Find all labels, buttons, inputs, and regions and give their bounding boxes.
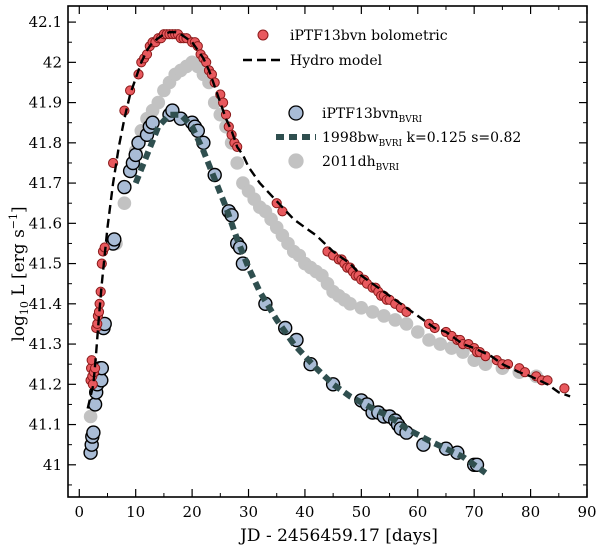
y-tick-label: 42.1 bbox=[29, 13, 62, 31]
sn2011dh-point bbox=[117, 196, 132, 210]
y-tick-label: 42 bbox=[43, 53, 62, 71]
series-hydro-line bbox=[86, 31, 571, 409]
y-tick-label: 41.7 bbox=[29, 174, 62, 192]
series-layer bbox=[83, 29, 571, 476]
x-tick-label: 60 bbox=[408, 503, 427, 521]
bolometric-point bbox=[480, 351, 491, 362]
legend-label: 2011dhBVRI bbox=[322, 154, 399, 173]
legend-label-main: iPTF13bvn bbox=[322, 106, 399, 122]
x-tick-label: 80 bbox=[521, 503, 540, 521]
legend-label-sub: BVRI bbox=[399, 115, 423, 125]
series-sn1998bw-line bbox=[132, 111, 488, 476]
legend-marker-bvri bbox=[288, 105, 304, 121]
y-tick-label: 41.5 bbox=[29, 255, 62, 273]
y-axis-title-mid: L [erg s bbox=[9, 229, 29, 301]
legend-label: 1998bwBVRI k=0.125 s=0.82 bbox=[322, 130, 521, 149]
legend-label-main: Hydro model bbox=[290, 53, 383, 69]
bvri-point bbox=[107, 232, 122, 247]
y-tick-label: 41.4 bbox=[29, 295, 62, 313]
x-tick-label: 10 bbox=[126, 503, 145, 521]
series-bvri bbox=[83, 103, 485, 472]
x-tick-label: 30 bbox=[239, 503, 258, 521]
legend-label-main: iPTF13bvn bolometric bbox=[290, 28, 448, 44]
x-tick-label: 0 bbox=[75, 503, 85, 521]
legend-marker-sn2011dh bbox=[288, 153, 304, 169]
series-bolometric bbox=[85, 29, 570, 394]
legend-label: iPTF13bvnBVRI bbox=[322, 106, 423, 125]
y-tick-label: 41.9 bbox=[29, 94, 62, 112]
legend-entry-sn2011dh: 2011dhBVRI bbox=[288, 153, 399, 173]
y-axis-title-sub: 10 bbox=[18, 301, 31, 315]
legend-label-extra: k=0.125 s=0.82 bbox=[402, 130, 521, 146]
plot-frame bbox=[67, 5, 588, 498]
bvri-point bbox=[86, 425, 101, 440]
legend-entry-hydro: Hydro model bbox=[243, 53, 383, 69]
legend-marker-bolometric bbox=[257, 29, 269, 41]
y-tick-label: 41.6 bbox=[29, 214, 62, 232]
legend-entry-bvri: iPTF13bvnBVRI bbox=[288, 105, 423, 125]
legend-label-main: 2011dh bbox=[322, 154, 376, 170]
legend-entry-bolometric: iPTF13bvn bolometric bbox=[257, 28, 448, 44]
sn2011dh-point bbox=[410, 325, 425, 339]
legend-label: Hydro model bbox=[290, 53, 383, 69]
bolometric-point bbox=[559, 383, 570, 394]
legend: iPTF13bvn bolometric Hydro model iPTF13bvn… bbox=[243, 28, 521, 173]
x-tick-label: 20 bbox=[183, 503, 202, 521]
sn2011dh-point bbox=[151, 95, 166, 110]
sn2011dh-point bbox=[83, 409, 98, 424]
ticks-layer: 0 10 20 30 40 50 60 70 80 90 41 41.1 41.2 41.3 41.4 41.… bbox=[29, 6, 597, 521]
y-axis-title-main: log bbox=[9, 315, 29, 342]
sn2011dh-point bbox=[399, 317, 414, 331]
y-tick-label: 41 bbox=[43, 456, 62, 474]
bvri-point bbox=[128, 147, 143, 163]
bolometric-point bbox=[271, 198, 282, 209]
legend-label-sub: BVRI bbox=[379, 139, 403, 149]
y-tick-label: 41.2 bbox=[29, 375, 62, 393]
x-tick-label: 90 bbox=[577, 503, 596, 521]
bvri-point bbox=[87, 397, 103, 412]
x-axis-title: JD - 2456459.17 [days] bbox=[238, 526, 438, 546]
sn2011dh-point bbox=[230, 156, 244, 170]
legend-label-main: 1998bw bbox=[322, 130, 379, 146]
bvri-point bbox=[145, 115, 160, 130]
y-tick-label: 41.1 bbox=[29, 416, 62, 434]
legend-entry-sn1998bw: 1998bwBVRI k=0.125 s=0.82 bbox=[276, 130, 521, 149]
x-tick-label: 50 bbox=[352, 503, 371, 521]
legend-label: iPTF13bvn bolometric bbox=[290, 28, 448, 44]
y-axis-title-sup: −1 bbox=[7, 213, 20, 229]
y-tick-label: 41.3 bbox=[29, 335, 62, 353]
x-tick-label: 70 bbox=[465, 503, 484, 521]
x-tick-label: 40 bbox=[295, 503, 314, 521]
y-axis-title-end: ] bbox=[9, 206, 29, 213]
bvri-point bbox=[117, 179, 132, 195]
y-tick-label: 41.8 bbox=[29, 134, 62, 152]
y-axis-title: log10 L [erg s−1] bbox=[7, 206, 31, 341]
legend-label-sub: BVRI bbox=[376, 163, 400, 173]
